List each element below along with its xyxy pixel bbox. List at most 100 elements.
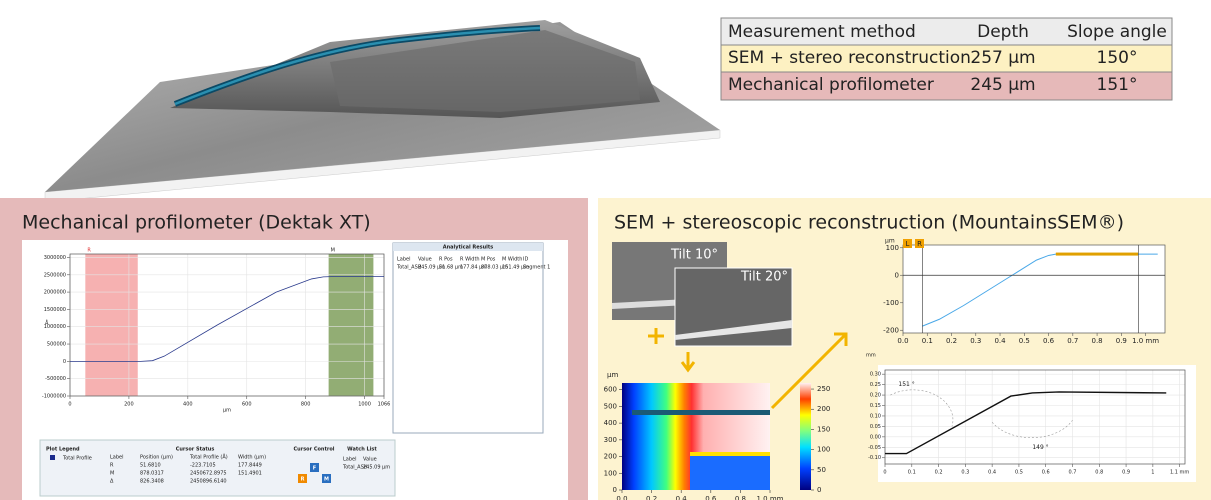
x-tick-label: 0.8: [1095, 470, 1103, 476]
y-tick-label: 0.00: [870, 434, 881, 440]
y-tick-label: 0: [63, 359, 66, 365]
table-cell: Mechanical profilometer: [728, 75, 934, 95]
button[interactable]: [322, 474, 331, 483]
x-tick-label: 0.8: [735, 495, 746, 500]
y-tick-label: 0: [613, 486, 617, 494]
x-tick-label: 1.1 mm: [1170, 470, 1189, 476]
results-column: ID: [523, 257, 528, 263]
x-tick-label: 1.0 mm: [757, 495, 784, 500]
plus: [648, 328, 664, 344]
x-tick-label: 0.4: [988, 470, 996, 476]
status-cell: M: [110, 471, 114, 477]
y-tick-label: 0.20: [870, 393, 881, 399]
angle-label: 151 °: [898, 381, 914, 388]
status-cell: R: [110, 463, 114, 469]
status-column: Position (µm): [140, 455, 173, 461]
button-label: R: [301, 476, 305, 482]
status-column: Label: [110, 455, 124, 461]
x-tick-label: 0.6: [705, 495, 717, 500]
plot-frame: [902, 244, 1166, 334]
angle-arc: [890, 389, 954, 427]
panel-heading: Analytical Results: [443, 245, 494, 251]
results-header: [393, 243, 543, 251]
table-header: Slope angle: [1067, 22, 1167, 42]
y-tick-label: 2500000: [44, 272, 66, 278]
y-axis-label: µm: [607, 371, 618, 379]
table-header: Measurement method: [728, 22, 916, 42]
status-cell: 2450672.8975: [190, 471, 227, 477]
fit-region: [1055, 252, 1139, 256]
watch-cell: Total_ASH: [342, 465, 368, 471]
cursor-marker: [915, 239, 924, 248]
watch-column: Label: [343, 457, 357, 463]
y-tick-label: -1000000: [42, 394, 66, 400]
x-tick-label: 1: [1151, 470, 1154, 476]
height-map-edge: [690, 452, 770, 456]
region-label: R: [87, 248, 91, 254]
cursor-marker: [903, 239, 912, 248]
y-tick-label: 500: [604, 402, 617, 410]
panel-heading: Plot Legend: [46, 447, 80, 453]
x-tick-label: 400: [183, 402, 193, 408]
x-tick-label: 200: [124, 402, 134, 408]
x-tick-label: 0.1: [922, 337, 933, 345]
button[interactable]: [310, 463, 319, 472]
y-tick-label: 0.15: [870, 403, 881, 409]
y-tick-label: 3000000: [44, 255, 66, 261]
table-cell: 151°: [1097, 75, 1138, 95]
results-cell: 245.09 µm: [418, 265, 445, 271]
x-tick-label: 0.6: [1043, 337, 1055, 345]
3d-render: [44, 20, 721, 203]
y-tick-label: 0.25: [870, 382, 881, 388]
results-column: Value: [418, 257, 432, 263]
x-tick-label: 0.8: [1092, 337, 1103, 345]
y-tick-label: 500000: [47, 342, 66, 348]
button[interactable]: [298, 474, 307, 483]
y-tick-label: -200: [883, 326, 899, 334]
colorbar-tick-label: 100: [817, 446, 830, 454]
y-tick-label: -100: [883, 299, 899, 307]
region: [85, 254, 138, 396]
x-tick-label: 0.3: [961, 470, 969, 476]
results-column: R Pos: [439, 257, 453, 263]
table-header: Depth: [977, 22, 1029, 42]
x-tick-label: 800: [301, 402, 311, 408]
colorbar-tick-label: 50: [817, 466, 826, 474]
plot-bg: [903, 245, 1165, 333]
plot-bg: [878, 365, 1196, 482]
bottom-strip: [39, 439, 396, 497]
table-cell: 245 µm: [970, 75, 1035, 95]
y-tick-label: 2000000: [44, 290, 66, 296]
x-tick-label: 0.6: [1042, 470, 1050, 476]
y-tick-label: 1500000: [44, 307, 66, 313]
colorbar: [800, 383, 811, 490]
checkbox: [50, 455, 55, 460]
x-tick-label: 0.4: [676, 495, 688, 500]
colorbar-tick-label: 0: [817, 486, 821, 494]
profile-line: [632, 410, 770, 415]
x-tick-label: 0.7: [1067, 337, 1078, 345]
results-cell: Segment 1: [523, 265, 550, 271]
height-map-floor: [690, 454, 770, 490]
results-column: M Pos: [481, 257, 496, 263]
x-tick-label: 600: [242, 402, 252, 408]
y-axis-label: mm: [866, 353, 876, 359]
status-cell: 177.8449: [238, 463, 262, 469]
x-tick-label: 0.0: [897, 337, 908, 345]
colorbar-tick-label: 150: [817, 425, 830, 433]
y-tick-label: 100: [886, 244, 899, 252]
panel-heading: Cursor Status: [176, 447, 215, 453]
y-tick-label: 0.10: [870, 413, 881, 419]
watch-cell: 245.09 µm: [363, 465, 390, 471]
status-cell: 51.6810: [140, 463, 161, 469]
results-column: R Width: [460, 257, 480, 263]
table: Measurement method Depth Slope angle SEM + …: [720, 17, 1173, 101]
status-cell: 826.3408: [140, 479, 164, 485]
x-tick-label: 0.2: [946, 337, 957, 345]
x-tick-label: 0.9: [1122, 470, 1130, 476]
y-tick-label: -0.10: [868, 455, 881, 461]
y-tick-label: -0.05: [868, 445, 881, 451]
y-tick-label: 400: [604, 419, 617, 427]
button-label: F: [313, 465, 316, 471]
x-tick-label: 1.0 mm: [1132, 337, 1159, 345]
